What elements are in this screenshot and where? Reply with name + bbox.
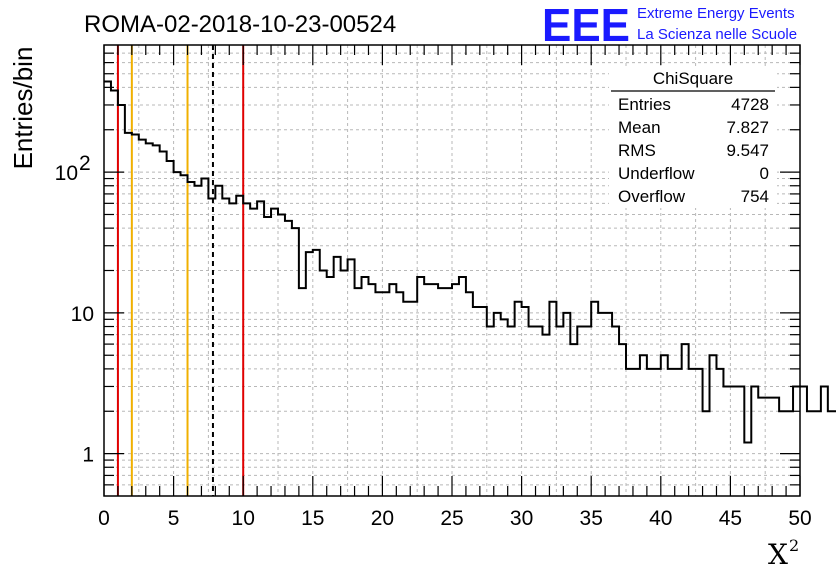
grid	[104, 45, 800, 496]
y-tick-label: 10	[71, 303, 94, 326]
stats-row-value: 0	[760, 164, 769, 183]
x-tick-label: 35	[580, 507, 603, 530]
x-tick-label: 15	[301, 507, 324, 530]
reference-lines	[116, 45, 245, 496]
stats-row-value: 9.547	[726, 141, 769, 160]
eee-logo-line1: Extreme Energy Events	[637, 5, 795, 22]
eee-logo-mark: EEE	[542, 0, 630, 51]
x-tick-label: 25	[440, 507, 463, 530]
y-tick-label: 1	[82, 444, 94, 467]
eee-logo: EEE Extreme Energy Events La Scienza nel…	[542, 0, 797, 51]
stats-row-label: Mean	[618, 118, 661, 137]
y-tick-label-superscript: 2	[79, 152, 91, 175]
y-axis-label: Entries/bin	[8, 47, 38, 170]
stats-row-label: RMS	[618, 141, 656, 160]
stats-row-value: 4728	[731, 95, 769, 114]
chart-title: ROMA-02-2018-10-23-00524	[84, 11, 396, 38]
x-axis-label-superscript: 2	[789, 536, 799, 555]
stats-title: ChiSquare	[653, 69, 733, 88]
x-tick-label: 40	[649, 507, 672, 530]
x-tick-label: 30	[510, 507, 533, 530]
eee-logo-line2: La Scienza nelle Scuole	[637, 26, 797, 43]
x-tick-label: 10	[232, 507, 255, 530]
stats-row-label: Overflow	[618, 187, 686, 206]
axis-ticks	[103, 45, 801, 496]
y-tick-label: 10	[55, 162, 78, 185]
stats-rows: Entries 4728 Mean 7.827 RMS 9.547 Underflow 0 Ov…	[618, 95, 769, 206]
x-tick-label: 20	[371, 507, 394, 530]
x-tick-label: 45	[719, 507, 742, 530]
stats-row-label: Underflow	[618, 164, 695, 183]
stats-box: ChiSquare Entries 4728 Mean 7.827 RMS 9.547 Un…	[609, 66, 777, 208]
x-tick-label: 0	[98, 507, 110, 530]
histogram-line	[104, 80, 836, 444]
x-tick-label: 5	[168, 507, 180, 530]
x-tick-label: 50	[788, 507, 811, 530]
stats-row-value: 754	[741, 187, 769, 206]
stats-row-value: 7.827	[726, 118, 769, 137]
stats-row-label: Entries	[618, 95, 671, 114]
x-axis-label: X	[768, 538, 788, 571]
stats-box-background	[609, 66, 777, 208]
